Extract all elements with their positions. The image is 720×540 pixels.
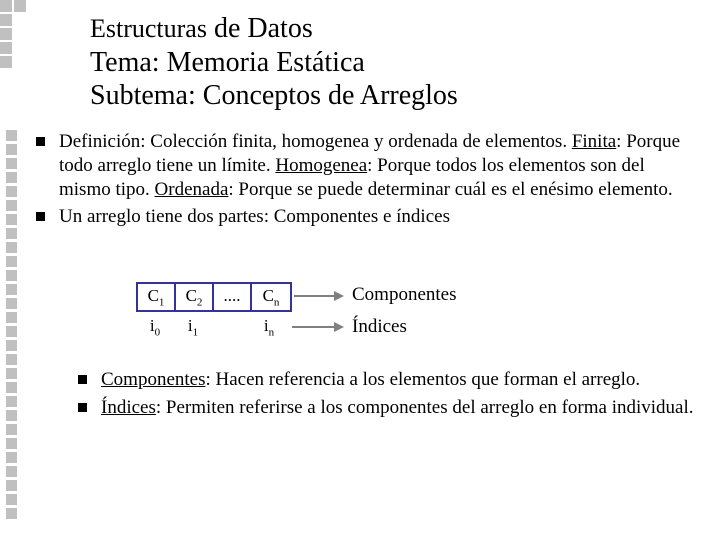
bullet-icon	[78, 375, 87, 384]
index-row: i0 i1 in	[136, 316, 288, 338]
arrow-componentes-line	[294, 295, 336, 297]
comp-u: Componentes	[101, 369, 206, 390]
cell-c1: C1	[138, 284, 176, 310]
left-decor	[0, 0, 30, 540]
content: Definición: Colección finita, homogenea …	[36, 130, 696, 233]
arrow-indices-head-icon	[334, 322, 344, 332]
title-line-1b: de Datos	[207, 13, 313, 44]
cell-cn: Cn	[252, 284, 290, 310]
bullet-indices: Índices: Permiten referirse a los compon…	[78, 396, 720, 420]
arrow-indices-line	[292, 326, 336, 328]
title-line-2: Tema: Memoria Estática	[90, 46, 458, 80]
idx-in: in	[250, 316, 288, 338]
label-indices: Índices	[352, 316, 407, 338]
idx-empty	[212, 316, 250, 338]
label-componentes: Componentes	[352, 284, 457, 306]
title-line-3: Subtema: Conceptos de Arreglos	[90, 79, 458, 113]
def-homog-u: Homogenea	[275, 155, 367, 176]
bullet-icon	[36, 137, 45, 146]
comp-rest: : Hacen referencia a los elementos que f…	[206, 369, 641, 390]
lower-bullets: Componentes: Hacen referencia a los elem…	[78, 368, 720, 424]
array-diagram: C1 C2 .... Cn i0 i1 in Componentes Índic…	[136, 282, 696, 362]
bullet-icon	[36, 212, 45, 221]
bullet-text: Componentes: Hacen referencia a los elem…	[101, 368, 640, 392]
bullet-partes: Un arreglo tiene dos partes: Componentes…	[36, 205, 696, 229]
bullet-text: Índices: Permiten referirse a los compon…	[101, 396, 694, 420]
bullet-componentes: Componentes: Hacen referencia a los elem…	[78, 368, 720, 392]
bullet-icon	[78, 403, 87, 412]
arrow-componentes-head-icon	[334, 291, 344, 301]
def-orden-rest: : Porque se puede determinar cuál es el …	[228, 179, 672, 200]
cells-row: C1 C2 .... Cn	[136, 282, 292, 312]
def-orden-u: Ordenada	[155, 179, 229, 200]
bullet-text: Un arreglo tiene dos partes: Componentes…	[59, 205, 450, 229]
cell-c2: C2	[176, 284, 214, 310]
def-finita-u: Finita	[572, 131, 616, 152]
title-line-1: Estructuras de Datos	[90, 12, 458, 46]
def-lead: Definición: Colección finita, homogenea …	[59, 131, 572, 152]
ind-rest: : Permiten referirse a los componentes d…	[156, 397, 694, 418]
slide-title: Estructuras de Datos Tema: Memoria Estát…	[90, 12, 458, 113]
idx-i0: i0	[136, 316, 174, 338]
bullet-text: Definición: Colección finita, homogenea …	[59, 130, 696, 201]
title-line-1a: Estructuras	[90, 14, 207, 43]
bullet-definicion: Definición: Colección finita, homogenea …	[36, 130, 696, 201]
cell-dots: ....	[214, 284, 252, 310]
ind-u: Índices	[101, 397, 156, 418]
idx-i1: i1	[174, 316, 212, 338]
